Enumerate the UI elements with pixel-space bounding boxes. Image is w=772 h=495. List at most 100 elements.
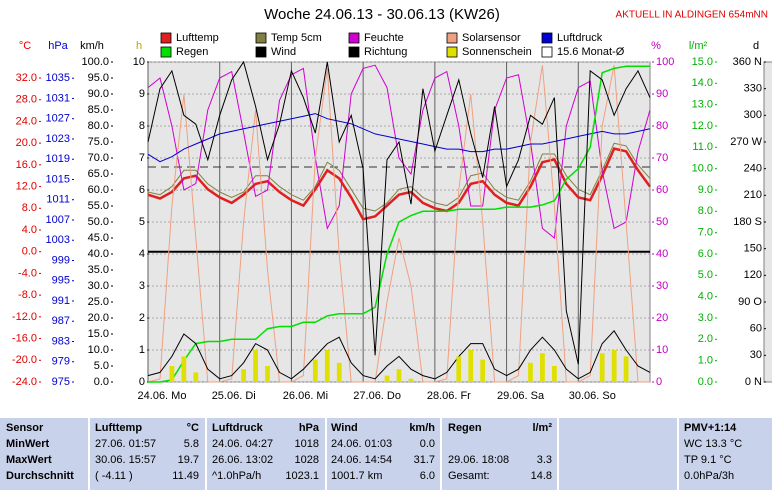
legend-label: Wind — [271, 46, 296, 58]
y-tick-label: 14.0 — [692, 77, 713, 89]
y-tick-label: 991 — [52, 295, 70, 307]
legend-label: Solarsensor — [462, 32, 521, 44]
axis-title: °C — [19, 40, 31, 52]
legend-label: Luftdruck — [557, 32, 603, 44]
y-tick-label: 11.0 — [692, 141, 713, 153]
y-tick-label: 30 — [750, 349, 762, 361]
y-tick-label: 45.0 — [88, 232, 109, 244]
table-cell: 26.06. 13:02 — [212, 454, 273, 466]
table-cell: 19.7 — [178, 454, 199, 466]
series-line — [147, 65, 650, 383]
y-tick-label: 13.0 — [692, 99, 713, 111]
y-tick-label: 360 N — [733, 56, 762, 68]
sunshine-bar — [456, 356, 462, 382]
table-cell: 11.49 — [172, 470, 199, 482]
y-tick-label: 1027 — [46, 113, 70, 125]
y-tick-label: -4.0 — [18, 267, 37, 279]
y-tick-label: 0.0 — [94, 376, 109, 388]
x-tick-label: 30.06. So — [569, 390, 616, 402]
y-tick-label: 15.0 — [88, 328, 109, 340]
y-tick-label: 7 — [139, 152, 145, 164]
table-cell: 0.0 — [420, 438, 435, 450]
legend-swatch — [160, 32, 172, 44]
y-tick-label: 8 — [139, 120, 145, 132]
table-cell: 1001.7 km — [331, 470, 382, 482]
legend-swatch — [541, 46, 553, 58]
y-tick-label: 1031 — [46, 92, 70, 104]
table-cell: 0.0hPa/3h — [684, 470, 734, 482]
y-tick-label: 50 — [656, 216, 668, 228]
legend-swatch — [255, 32, 267, 44]
x-tick-label: 27.06. Do — [353, 390, 401, 402]
table-background — [0, 418, 772, 490]
y-tick-label: 20.0 — [88, 312, 109, 324]
axis-title: l/m² — [689, 40, 708, 52]
y-tick-label: 90.0 — [88, 88, 109, 100]
y-tick-label: 1 — [139, 344, 145, 356]
series-line — [147, 60, 651, 365]
sunshine-bar — [312, 359, 318, 382]
x-tick-label: 28.06. Fr — [427, 390, 471, 402]
y-tick-label: 80 — [656, 120, 668, 132]
axis-title: d — [753, 40, 759, 52]
y-tick-label: 5 — [139, 216, 145, 228]
y-tick-label: 15.0 — [692, 56, 713, 68]
y-tick-label: 20.0 — [16, 137, 37, 149]
y-tick-label: 90 O — [738, 296, 762, 308]
y-tick-label: 50.0 — [88, 216, 109, 228]
y-tick-label: 4 — [139, 248, 145, 260]
legend-label: Temp 5cm — [271, 32, 322, 44]
y-tick-label: 12.0 — [692, 120, 713, 132]
y-tick-label: 995 — [52, 275, 70, 287]
y-tick-label: 55.0 — [88, 200, 109, 212]
legend-label: Regen — [176, 46, 208, 58]
legend-swatch — [541, 32, 553, 44]
y-tick-label: 40 — [656, 248, 668, 260]
y-tick-label: 1035 — [46, 72, 70, 84]
sunshine-bar — [396, 369, 402, 382]
table-cell: WC 13.3 °C — [684, 438, 742, 450]
table-header: l/m² — [532, 422, 552, 434]
y-tick-label: 28.0 — [16, 94, 37, 106]
y-tick-label: 100 — [656, 56, 674, 68]
table-cell: 24.06. 04:27 — [212, 438, 273, 450]
legend-swatch — [160, 46, 172, 58]
y-tick-label: 3 — [139, 280, 145, 292]
sunshine-bar — [623, 356, 629, 382]
y-tick-label: 10 — [656, 344, 668, 356]
y-tick-label: 6.0 — [698, 248, 713, 260]
y-tick-label: 70 — [656, 152, 668, 164]
legend-label: Sonnenschein — [462, 46, 532, 58]
table-header: Wind — [331, 422, 358, 434]
y-tick-label: 1.0 — [698, 355, 713, 367]
table-cell: ( -4.11 ) — [95, 470, 133, 482]
y-tick-label: 1015 — [46, 173, 70, 185]
y-tick-label: 85.0 — [88, 104, 109, 116]
y-tick-label: 9 — [139, 88, 145, 100]
table-cell: MinWert — [6, 438, 50, 450]
y-tick-label: 20 — [656, 312, 668, 324]
sunshine-bar — [599, 353, 605, 382]
chart-title: Woche 24.06.13 - 30.06.13 (KW26) — [264, 6, 500, 23]
table-cell: 24.06. 14:54 — [331, 454, 392, 466]
legend-swatch — [446, 32, 458, 44]
y-tick-label: 40.0 — [88, 248, 109, 260]
station-label: AKTUELL IN ALDINGEN 654mNN — [616, 10, 768, 21]
legend-swatch — [348, 32, 360, 44]
axis-title: % — [651, 40, 661, 52]
table-cell: 29.06. 18:08 — [448, 454, 509, 466]
y-tick-label: 270 W — [730, 136, 762, 148]
legend-label: Lufttemp — [176, 32, 219, 44]
series-line — [147, 64, 651, 239]
sunshine-bar — [468, 350, 474, 382]
table-cell: 14.8 — [531, 470, 552, 482]
y-tick-label: 32.0 — [16, 72, 37, 84]
y-tick-label: -24.0 — [12, 376, 37, 388]
table-cell: 27.06. 01:57 — [95, 438, 156, 450]
y-tick-label: -16.0 — [12, 332, 37, 344]
table-header: °C — [187, 422, 199, 434]
table-header: Luftdruck — [212, 422, 264, 434]
table-cell: 1018 — [295, 438, 319, 450]
table-header: Regen — [448, 422, 482, 434]
